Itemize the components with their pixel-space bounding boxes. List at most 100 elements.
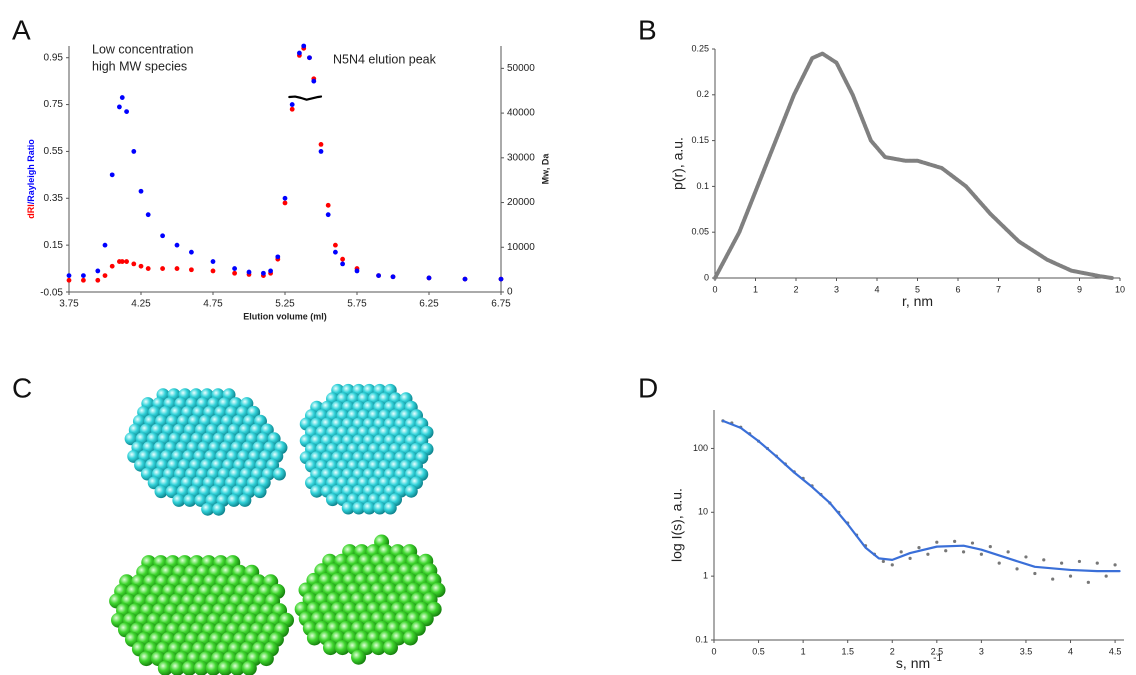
x-tick-label: 4.25 xyxy=(131,299,151,310)
data-point xyxy=(1007,550,1010,553)
data-point xyxy=(1024,555,1027,558)
y-tick-label: 0.05 xyxy=(691,227,709,237)
panel-label: B xyxy=(638,14,657,45)
y-axis-label-part: /Rayleigh Ratio xyxy=(26,139,36,205)
bead-model xyxy=(109,384,445,675)
data-point xyxy=(131,149,136,154)
panel-label: A xyxy=(12,14,31,45)
y-axis-label-part: dRI xyxy=(26,204,36,219)
data-point xyxy=(275,254,280,259)
data-point xyxy=(139,189,144,194)
data-point xyxy=(120,259,125,264)
data-point xyxy=(326,203,331,208)
data-point xyxy=(971,541,974,544)
bead xyxy=(212,503,225,516)
data-point xyxy=(998,562,1001,565)
x-tick-label: 4 xyxy=(1068,646,1073,656)
y-tick-label: 0.25 xyxy=(691,43,709,53)
annotation: high MW species xyxy=(92,59,187,73)
x-axis-label-sup: -1 xyxy=(933,653,942,664)
data-point xyxy=(340,257,345,262)
y-axis-label: log I(s), a.u. xyxy=(669,488,685,562)
data-line xyxy=(715,54,1112,278)
y-tick-label: 0.35 xyxy=(44,193,64,204)
x-axis-label-text: r, nm xyxy=(902,293,933,309)
x-tick-label: 6 xyxy=(955,284,960,294)
data-point xyxy=(307,55,312,60)
data-point xyxy=(160,233,165,238)
figure: A B C D 3.754.254.755.255.756.256.75-0.0… xyxy=(0,0,1136,675)
bead xyxy=(259,651,274,666)
y2-tick-label: 40000 xyxy=(507,108,535,119)
x-tick-label: 1.5 xyxy=(841,646,854,656)
data-point xyxy=(110,172,115,177)
data-point xyxy=(301,44,306,49)
data-point xyxy=(139,264,144,269)
x-tick-label: 3.75 xyxy=(59,299,79,310)
x-tick-label: 4.5 xyxy=(1109,646,1122,656)
bead xyxy=(351,650,366,665)
x-tick-label: 6.25 xyxy=(419,299,439,310)
data-point xyxy=(333,243,338,248)
y-axis-label: p(r), a.u. xyxy=(670,137,686,190)
data-point xyxy=(120,95,125,100)
x-tick-label: 3.5 xyxy=(1020,646,1033,656)
x-tick-label: 2 xyxy=(890,646,895,656)
y-tick-label: 10 xyxy=(698,507,708,517)
bead xyxy=(254,485,267,498)
data-point xyxy=(283,196,288,201)
data-point xyxy=(1060,562,1063,565)
data-point xyxy=(232,271,237,276)
data-point xyxy=(917,546,920,549)
annotation: Low concentration xyxy=(92,42,194,56)
data-point xyxy=(319,142,324,147)
data-point xyxy=(247,270,252,275)
data-point xyxy=(1087,581,1090,584)
y-tick-label: 100 xyxy=(693,443,708,453)
x-tick-label: 1 xyxy=(801,646,806,656)
data-point xyxy=(189,250,194,255)
data-point xyxy=(882,560,885,563)
data-point xyxy=(908,557,911,560)
data-point xyxy=(211,269,216,274)
data-point xyxy=(232,266,237,271)
data-point xyxy=(391,274,396,279)
bead xyxy=(405,485,418,498)
y-tick-label: 0 xyxy=(704,272,709,282)
data-point xyxy=(290,102,295,107)
annotation: N5N4 elution peak xyxy=(333,52,437,66)
data-point xyxy=(297,51,302,56)
bead xyxy=(238,494,251,507)
data-point xyxy=(189,267,194,272)
x-tick-label: 0.5 xyxy=(752,646,765,656)
data-point xyxy=(124,259,129,264)
data-point xyxy=(944,549,947,552)
data-point xyxy=(103,273,108,278)
data-point xyxy=(499,277,504,282)
y2-tick-label: 50000 xyxy=(507,63,535,74)
data-point xyxy=(124,109,129,114)
data-point xyxy=(1113,563,1116,566)
data-point xyxy=(117,105,122,110)
x-tick-label: 2 xyxy=(793,284,798,294)
data-point xyxy=(160,266,165,271)
data-point xyxy=(95,278,100,283)
y-tick-label: 0.75 xyxy=(44,99,64,110)
x-tick-label: 3 xyxy=(979,646,984,656)
data-point xyxy=(340,261,345,266)
data-point xyxy=(962,550,965,553)
x-tick-label: 1 xyxy=(753,284,758,294)
data-point xyxy=(103,243,108,248)
data-point xyxy=(290,107,295,112)
data-line xyxy=(723,421,1120,571)
data-point xyxy=(891,563,894,566)
y2-tick-label: 10000 xyxy=(507,242,535,253)
page: {"panel_labels": ["A", "B", "C", "D"], "… xyxy=(0,0,1136,675)
data-point xyxy=(1015,567,1018,570)
data-point xyxy=(1033,572,1036,575)
data-point xyxy=(989,545,992,548)
bead xyxy=(384,502,397,515)
data-point xyxy=(355,269,360,274)
y2-tick-label: 20000 xyxy=(507,197,535,208)
y-tick-label: 0.55 xyxy=(44,146,64,157)
